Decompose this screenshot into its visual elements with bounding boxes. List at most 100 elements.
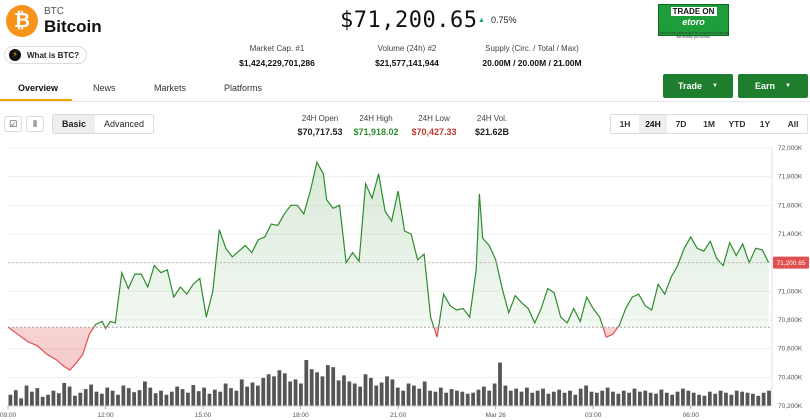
coin-name: Bitcoin [44, 17, 102, 36]
volume-bar [428, 390, 432, 406]
range-7d-button[interactable]: 7D [675, 119, 687, 129]
trade-label: Trade [678, 81, 703, 91]
volume-bar [718, 390, 723, 406]
volume-bar [153, 393, 158, 406]
volume-bar [498, 362, 502, 406]
volume-bar [589, 391, 594, 406]
x-axis: 09:00 12:00 15:00 18:00 21:00 Mar 26 03:00 06:0… [0, 405, 772, 419]
what-is-btc-button[interactable]: ⚡ What is BTC? [4, 46, 87, 64]
stat-label: Market Cap. #1 [249, 44, 305, 53]
volume-bar [62, 383, 67, 406]
advanced-mode-button[interactable]: Advanced [104, 119, 145, 129]
open-value: $70,717.53 [297, 127, 343, 137]
volume-bar [175, 386, 180, 406]
price-chart[interactable]: 72,000K71,800K71,600K71,400K71,200K71,00… [0, 140, 810, 420]
price-change-value: 0.75% [490, 15, 517, 25]
high-stat: 24H High $71,918.02 [346, 114, 406, 137]
volume-bar [465, 393, 470, 406]
range-1m-button[interactable]: 1M [703, 119, 715, 129]
volume-bar [713, 393, 718, 406]
volume-bar [438, 387, 443, 406]
ad-disclaimer: Don't invest unless you're prepared to l… [658, 31, 729, 39]
earn-label: Earn [755, 81, 776, 91]
etoro-ad-banner[interactable]: TRADE ON etoro [658, 4, 729, 36]
range-all-button[interactable]: All [787, 119, 799, 129]
volume-bar [30, 391, 34, 406]
volume-bar [401, 390, 406, 406]
x-tick-label: 12:00 [97, 412, 114, 419]
volume-bar [455, 390, 459, 406]
volume-bar [202, 387, 206, 406]
tab-overview[interactable]: Overview [18, 83, 59, 93]
up-arrow-icon: ▲ [478, 16, 485, 24]
volume-bar [444, 392, 449, 406]
range-1h-button[interactable]: 1H [619, 119, 631, 129]
volume-bar [132, 392, 137, 406]
range-1y-button[interactable]: 1Y [759, 119, 771, 129]
volume-bar [331, 367, 336, 406]
tab-platforms[interactable]: Platforms [224, 83, 263, 93]
active-tab-indicator [0, 99, 72, 101]
volume-bar [702, 395, 707, 406]
volume-bar [761, 392, 766, 406]
etoro-logo: etoro [682, 17, 705, 27]
y-tick-label: 72,000K [778, 145, 803, 152]
high-label: 24H High [359, 114, 393, 123]
volume-bar [212, 389, 217, 406]
y-tick-label: 71,800K [778, 174, 803, 181]
volume-bar [654, 393, 658, 406]
basic-mode-button[interactable]: Basic [53, 115, 96, 133]
x-tick-label: 09:00 [0, 412, 17, 419]
volume-bar [245, 386, 250, 406]
stat-label: Supply (Circ. / Total / Max) [485, 44, 579, 53]
open-stat: 24H Open $70,717.53 [290, 114, 350, 137]
volume-bar [94, 391, 99, 406]
bitcoin-logo-icon: ₿ [6, 5, 38, 37]
volume-bar [229, 388, 233, 406]
line-chart-icon[interactable]: ☑ [4, 116, 22, 132]
volume-bar [374, 385, 379, 406]
volume-bar [449, 389, 454, 406]
volume-bar [288, 381, 293, 406]
range-24h-button[interactable]: 24H [639, 115, 667, 133]
volume-bar [724, 392, 728, 406]
range-ytd-button[interactable]: YTD [728, 119, 746, 129]
volume-bar [250, 382, 255, 406]
volume-bar [83, 389, 88, 406]
tab-markets[interactable]: Markets [154, 83, 187, 93]
volume-bar [358, 386, 362, 406]
chevron-down-icon: ▼ [785, 83, 791, 89]
volume-bar [681, 388, 685, 406]
chevron-down-icon: ▼ [712, 83, 718, 89]
volume-bar [412, 385, 416, 406]
tab-news[interactable]: News [93, 83, 116, 93]
supply-stat: Supply (Circ. / Total / Max) 20.00M / 20… [466, 44, 598, 68]
earn-button[interactable]: Earn ▼ [738, 74, 808, 98]
volume-bar [239, 379, 244, 406]
volume-bar [675, 391, 680, 406]
volume-bar [750, 393, 755, 406]
time-range-selector: 1H 24H 7D 1M YTD 1Y All [610, 114, 808, 134]
volume-bar [325, 365, 330, 406]
volume-bar [422, 381, 427, 406]
ad-headline: TRADE ON [670, 7, 717, 16]
x-tick-label: 15:00 [195, 412, 212, 419]
volume-bar [471, 392, 475, 406]
volume-bar [546, 393, 551, 406]
y-tick-label: 71,400K [778, 231, 803, 238]
trade-button[interactable]: Trade ▼ [663, 74, 733, 98]
volume-bar [266, 374, 271, 406]
volume-bar [406, 383, 411, 406]
volume-bar [191, 385, 196, 406]
candlestick-chart-icon[interactable]: ⫴ [26, 116, 44, 132]
volume-bar [594, 392, 599, 406]
volume-bar [116, 394, 120, 406]
volume-bar [78, 392, 83, 406]
volume-bar [196, 391, 201, 406]
volume-bar [207, 393, 212, 406]
volume-bar [664, 392, 669, 406]
volume-bar [562, 392, 567, 406]
volume-bar [729, 394, 734, 406]
price-area-down [8, 327, 769, 371]
volume-bar [557, 389, 562, 406]
